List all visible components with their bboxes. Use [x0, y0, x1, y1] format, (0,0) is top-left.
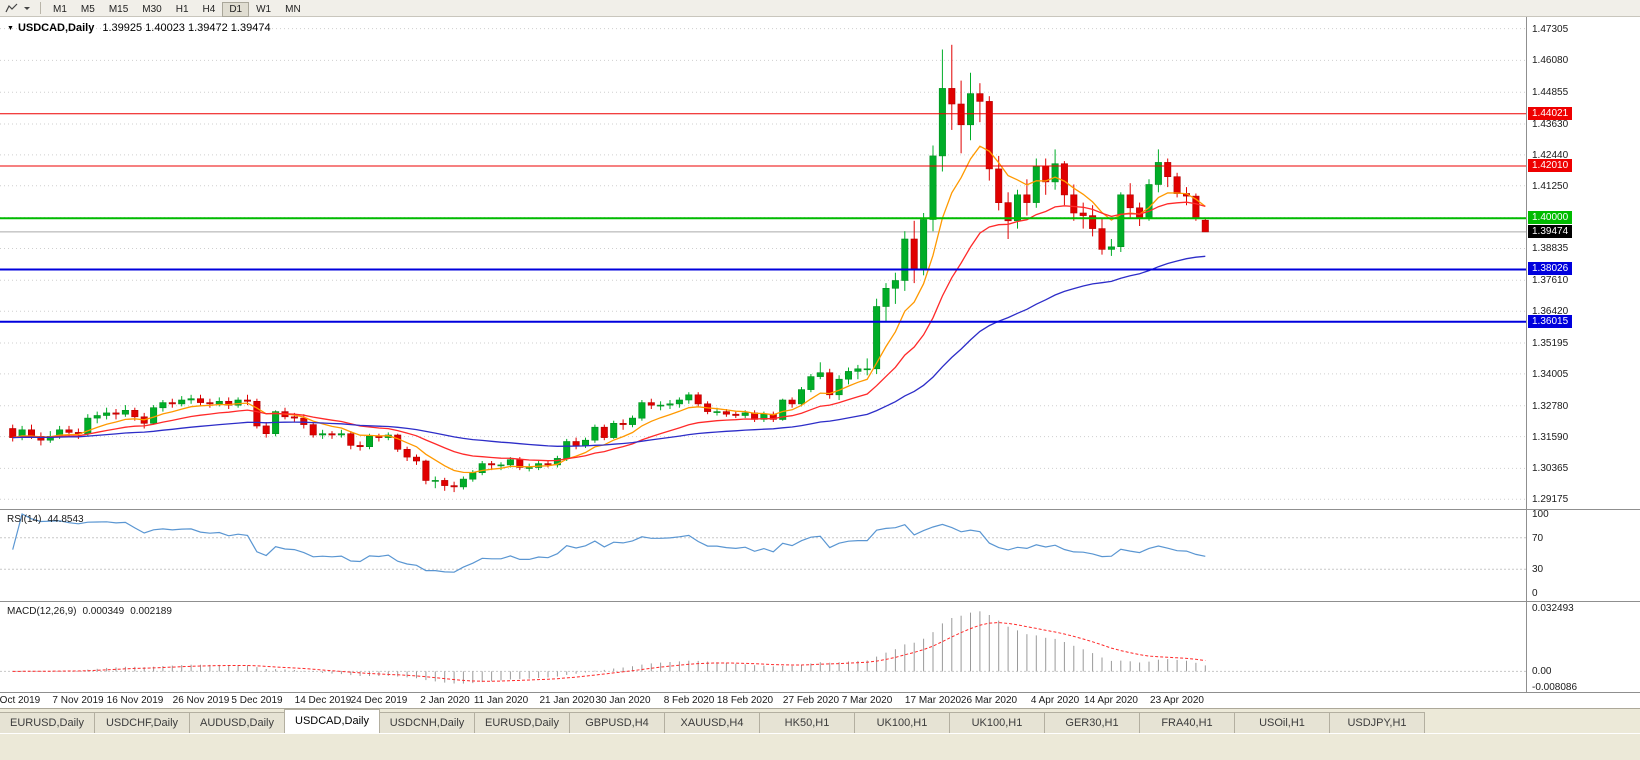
- price-axis-label: 1.44855: [1532, 87, 1569, 99]
- status-bar: [0, 733, 1640, 760]
- timeframe-button-m15[interactable]: M15: [108, 4, 129, 15]
- price-axis-label: 70: [1532, 532, 1544, 544]
- price-axis-label: 1.37610: [1532, 275, 1569, 287]
- date-axis-label: 7 Mar 2020: [841, 695, 893, 706]
- macd-main-value: 0.000349: [82, 606, 125, 617]
- macd-panel-canvas[interactable]: [0, 602, 1526, 692]
- chart-title: ▼ USDCAD,Daily 1.39925 1.40023 1.39472 1.3…: [7, 22, 271, 34]
- price-axis-label: 1.31590: [1532, 431, 1569, 443]
- price-axis-label: 30: [1532, 564, 1544, 576]
- dropdown-caret-icon[interactable]: [19, 1, 35, 16]
- panel-splitter[interactable]: [0, 509, 1640, 510]
- date-axis-label: 21 Jan 2020: [539, 695, 595, 706]
- chart-tab-gbpusd-h4[interactable]: GBPUSD,H4: [569, 712, 665, 733]
- date-axis-label: 27 Feb 2020: [782, 695, 840, 706]
- price-axis-label: 0.00: [1532, 666, 1552, 678]
- date-axis-label: 11 Jan 2020: [473, 695, 529, 706]
- chart-tab-uk100-h1[interactable]: UK100,H1: [949, 712, 1045, 733]
- price-axis-label: -0.008086: [1532, 682, 1578, 694]
- price-axis-label: 1.46080: [1532, 55, 1569, 67]
- timeframe-button-w1[interactable]: W1: [256, 4, 272, 15]
- macd-signal-value: 0.002189: [130, 606, 172, 617]
- chart-tab-usdcad-daily[interactable]: USDCAD,Daily: [284, 709, 380, 733]
- rsi-value: 44.8543: [47, 514, 84, 525]
- macd-indicator-label: MACD(12,26,9) 0.000349 0.002189: [7, 606, 178, 617]
- chart-tab-uk100-h1[interactable]: UK100,H1: [854, 712, 950, 733]
- chart-symbol-period: USDCAD,Daily: [17, 22, 95, 34]
- timeframe-button-mn[interactable]: MN: [285, 4, 301, 15]
- date-axis-label: 7 Nov 2019: [52, 695, 104, 706]
- chart-tab-usdcnh-daily[interactable]: USDCNH,Daily: [379, 712, 475, 733]
- date-axis-label: 29 Oct 2019: [0, 695, 41, 706]
- timeframe-button-m5[interactable]: M5: [80, 4, 95, 15]
- date-axis-label: 14 Apr 2020: [1084, 695, 1138, 706]
- date-axis-label: 30 Jan 2020: [595, 695, 651, 706]
- price-axis-label: 1.41250: [1532, 180, 1569, 192]
- timeframe-toolbar: M1 M5 M15 M30 H1 H4 D1 W1 MN: [0, 0, 1640, 17]
- timeframe-button-h1[interactable]: H1: [175, 4, 189, 15]
- price-axis-label: 1.36420: [1532, 306, 1569, 318]
- macd-name: MACD(12,26,9): [7, 606, 77, 617]
- chart-tab-eurusd-daily[interactable]: EURUSD,Daily: [0, 712, 95, 733]
- toolbar-separator: [40, 2, 41, 14]
- timeframe-buttons-group: M1 M5 M15 M30 H1 H4 D1 W1 MN: [46, 0, 308, 17]
- date-axis-label: 16 Nov 2019: [106, 695, 164, 706]
- chart-tab-usoil-h1[interactable]: USOil,H1: [1234, 712, 1330, 733]
- panel-splitter[interactable]: [0, 601, 1640, 602]
- hline-price-badge[interactable]: 1.38026: [1528, 262, 1573, 276]
- chart-tab-hk50-h1[interactable]: HK50,H1: [759, 712, 855, 733]
- price-axis-label: 1.34005: [1532, 368, 1569, 380]
- chart-ohlc-values: 1.39925 1.40023 1.39472 1.39474: [102, 22, 271, 34]
- date-axis-label: 26 Mar 2020: [960, 695, 1018, 706]
- rsi-indicator-label: RSI(14) 44.8543: [7, 514, 90, 525]
- price-axis-label: 1.30365: [1532, 463, 1569, 475]
- date-axis-label: 4 Apr 2020: [1030, 695, 1080, 706]
- price-axis-label: 1.29175: [1532, 494, 1569, 506]
- chart-tab-bar: EURUSD,Daily USDCHF,Daily AUDUSD,Daily USDC…: [0, 708, 1640, 733]
- price-axis-label: 0: [1532, 588, 1538, 599]
- date-axis-label: 2 Jan 2020: [420, 695, 470, 706]
- price-axis-label: 1.38835: [1532, 243, 1569, 255]
- timeframe-button-h4[interactable]: H4: [202, 4, 216, 15]
- timeframe-button-m1[interactable]: M1: [53, 4, 67, 15]
- price-axis-label: 1.47305: [1532, 23, 1569, 35]
- date-axis-label: 24 Dec 2019: [350, 695, 408, 706]
- current-price-badge[interactable]: 1.39474: [1528, 224, 1573, 238]
- hline-price-badge[interactable]: 1.36015: [1528, 314, 1573, 328]
- price-axis-label: 100: [1532, 509, 1549, 520]
- price-axis-label: 1.43630: [1532, 118, 1569, 130]
- price-axis[interactable]: 1.47305 1.46080 1.44855 1.43630 1.42440 1.412…: [1526, 17, 1640, 693]
- main-chart-canvas[interactable]: [0, 17, 1526, 509]
- rsi-name: RSI(14): [7, 514, 42, 525]
- date-axis-label: 26 Nov 2019: [172, 695, 230, 706]
- date-axis-label: 5 Dec 2019: [231, 695, 283, 706]
- price-axis-label: 1.32780: [1532, 400, 1569, 412]
- timeframe-button-m30[interactable]: M30: [142, 4, 162, 15]
- date-axis-label: 18 Feb 2020: [716, 695, 774, 706]
- chart-tab-fra40-h1[interactable]: FRA40,H1: [1139, 712, 1235, 733]
- chart-line-icon[interactable]: [3, 1, 19, 16]
- hline-price-badge[interactable]: 1.44021: [1528, 106, 1573, 120]
- price-axis-label: 0.032493: [1532, 602, 1574, 614]
- chart-tab-ger30-h1[interactable]: GER30,H1: [1044, 712, 1140, 733]
- price-axis-label: 1.42440: [1532, 149, 1569, 161]
- chart-tab-usdjpy-h1[interactable]: USDJPY,H1: [1329, 712, 1425, 733]
- date-axis-label: 17 Mar 2020: [904, 695, 962, 706]
- chart-dropdown-caret-icon[interactable]: ▼: [7, 25, 14, 32]
- chart-tab-usdchf-daily[interactable]: USDCHF,Daily: [94, 712, 190, 733]
- date-axis-label: 23 Apr 2020: [1150, 695, 1204, 706]
- hline-price-badge[interactable]: 1.42010: [1528, 159, 1573, 173]
- hline-price-badge[interactable]: 1.40000: [1528, 211, 1573, 225]
- chart-tab-xauusd-h4[interactable]: XAUUSD,H4: [664, 712, 760, 733]
- panel-splitter: [0, 692, 1640, 693]
- chart-tab-eurusd-daily[interactable]: EURUSD,Daily: [474, 712, 570, 733]
- price-axis-label: 1.35195: [1532, 337, 1569, 349]
- date-axis-label: 8 Feb 2020: [663, 695, 715, 706]
- date-axis-label: 14 Dec 2019: [294, 695, 352, 706]
- rsi-panel-canvas[interactable]: [0, 510, 1526, 601]
- timeframe-button-d1[interactable]: D1: [222, 2, 250, 17]
- chart-tab-audusd-daily[interactable]: AUDUSD,Daily: [189, 712, 285, 733]
